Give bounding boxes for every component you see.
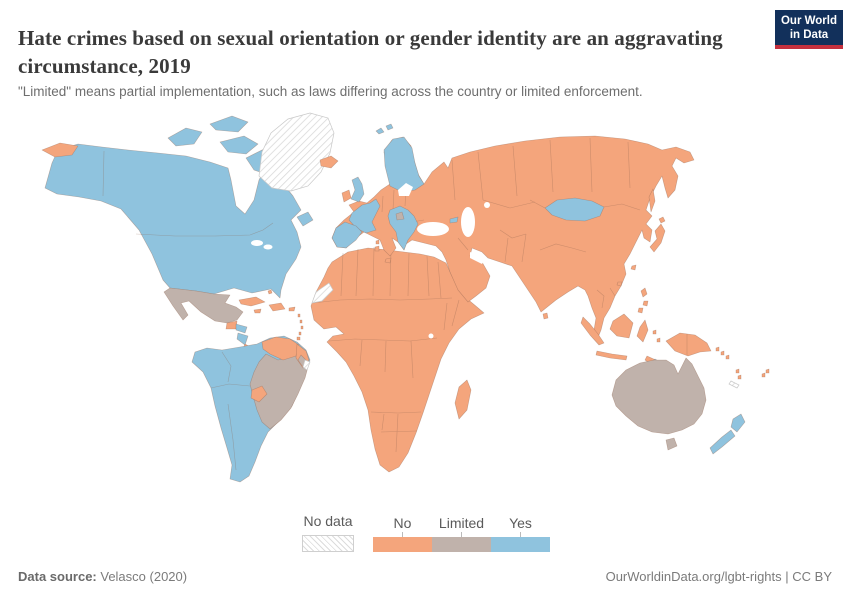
region-mexico[interactable] — [163, 287, 244, 324]
data-source-value: Velasco (2020) — [96, 568, 188, 584]
legend-no-data-swatch[interactable] — [302, 535, 354, 552]
region-paraguay[interactable] — [250, 385, 268, 403]
legend-seg-no[interactable] — [373, 537, 432, 552]
us-canada-border — [102, 150, 274, 237]
region-new-caledonia[interactable] — [728, 380, 740, 389]
region-united-kingdom[interactable] — [350, 176, 365, 203]
region-georgia[interactable] — [449, 216, 459, 224]
region-ireland[interactable] — [341, 189, 352, 203]
legend-label-limited: Limited — [438, 515, 485, 531]
south-america-borders — [210, 351, 251, 471]
region-iberia[interactable] — [331, 221, 363, 249]
legend-seg-limited[interactable] — [432, 537, 491, 552]
legend-ticks — [373, 532, 550, 537]
aral-sea — [484, 202, 490, 208]
region-newfoundland[interactable] — [296, 211, 314, 227]
legend-no-data-label: No data — [303, 513, 353, 529]
region-bosnia[interactable] — [395, 211, 405, 221]
license-label: | CC BY — [781, 568, 832, 584]
region-japan[interactable] — [649, 216, 666, 253]
legend-bar: No Limited Yes — [373, 515, 550, 552]
caspian-sea — [461, 207, 475, 237]
baltic-sea — [398, 183, 413, 196]
region-french-guiana[interactable] — [302, 359, 311, 371]
footer-right: OurWorldinData.org/lgbt-rights | CC BY — [606, 569, 832, 584]
great-lakes-east — [263, 244, 273, 250]
region-arctic-islands[interactable] — [167, 115, 283, 177]
black-sea — [417, 222, 449, 236]
region-svalbard[interactable] — [375, 123, 394, 135]
chart-subtitle: "Limited" means partial implementation, … — [18, 83, 643, 99]
region-taiwan-hainan[interactable] — [616, 264, 637, 287]
region-nicaragua[interactable] — [236, 332, 249, 346]
legend-seg-yes[interactable] — [491, 537, 550, 552]
region-pacific-islands[interactable] — [715, 346, 770, 380]
legend-label-no: No — [393, 515, 412, 531]
legend-no-data[interactable]: No data — [302, 513, 354, 552]
owid-logo-line2: in Data — [789, 28, 829, 41]
region-iceland[interactable] — [319, 155, 339, 169]
lake-victoria — [428, 333, 434, 339]
region-canada-usa[interactable] — [44, 143, 302, 299]
region-scandinavia[interactable] — [383, 136, 425, 193]
africa-borders — [312, 246, 460, 453]
region-madagascar[interactable] — [454, 379, 472, 420]
page-title: Hate crimes based on sexual orientation … — [18, 26, 723, 79]
region-indonesia[interactable] — [580, 313, 661, 367]
great-lakes — [251, 240, 263, 246]
data-source: Data source: Velasco (2020) — [18, 569, 187, 584]
region-honduras[interactable] — [235, 323, 248, 334]
region-sri-lanka[interactable] — [542, 312, 549, 320]
chart-footer: Data source: Velasco (2020) OurWorldinDa… — [18, 566, 832, 586]
region-africa[interactable] — [310, 247, 485, 473]
region-mongolia[interactable] — [544, 197, 605, 222]
data-source-label: Data source: — [18, 568, 97, 584]
region-tasmania[interactable] — [665, 437, 678, 451]
region-caribbean-islands[interactable] — [238, 289, 304, 341]
region-venezuela[interactable] — [261, 336, 300, 361]
legend-label-yes: Yes — [509, 515, 532, 531]
region-greenland[interactable] — [258, 112, 335, 192]
owid-url-link[interactable]: OurWorldinData.org/lgbt-rights — [605, 568, 782, 584]
region-sakhalin[interactable] — [648, 188, 656, 213]
region-balkans[interactable] — [387, 205, 419, 251]
region-new-guinea[interactable] — [665, 332, 712, 357]
region-western-sahara[interactable] — [311, 282, 334, 304]
owid-logo-line1: Our World — [780, 14, 837, 27]
region-mediterranean-islands[interactable] — [374, 239, 392, 264]
owid-logo[interactable]: Our World in Data — [775, 10, 843, 49]
region-northeast-russia-fragment[interactable] — [41, 142, 79, 158]
map-legend: No data No Limited Yes — [302, 513, 550, 552]
region-new-zealand[interactable] — [709, 413, 746, 455]
region-australia[interactable] — [611, 357, 707, 435]
asia-borders — [381, 137, 641, 309]
region-philippines[interactable] — [637, 287, 649, 314]
persian-gulf — [470, 252, 486, 264]
